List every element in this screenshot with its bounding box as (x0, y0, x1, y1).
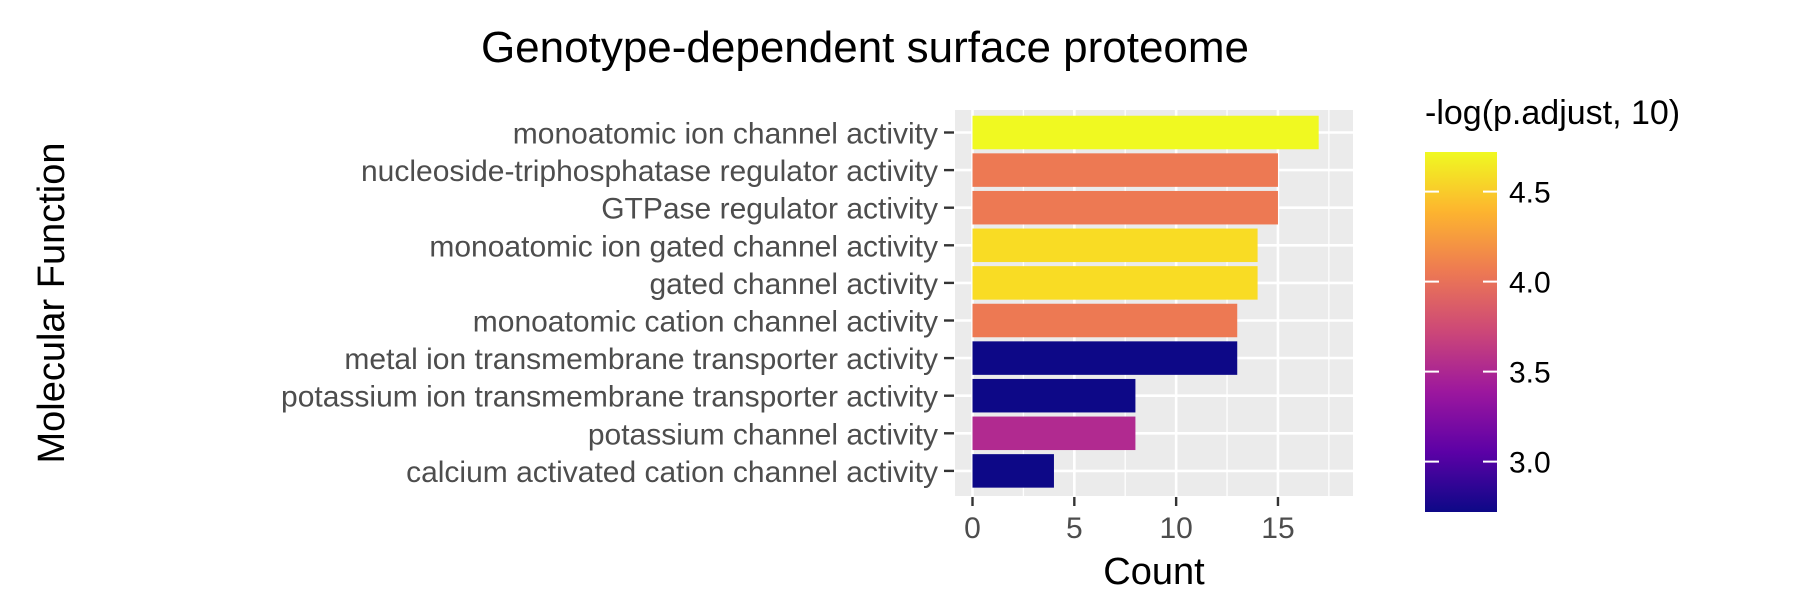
plot-panel (955, 110, 1353, 496)
chart-title: Genotype-dependent surface proteome (481, 23, 1249, 72)
category-label: monoatomic ion gated channel activity (429, 230, 938, 263)
bar (972, 454, 1054, 488)
color-legend: -log(p.adjust, 10) 3.0 3.5 4.0 4.5 (1425, 94, 1680, 512)
bar (972, 341, 1238, 375)
legend-tick-label: 4.0 (1509, 267, 1551, 300)
bar (972, 416, 1136, 451)
category-label: monoatomic cation channel activity (473, 306, 938, 339)
bar (972, 115, 1319, 150)
legend-title: -log(p.adjust, 10) (1425, 94, 1680, 132)
x-tick-label: 5 (1066, 512, 1083, 545)
legend-tick-label: 4.5 (1509, 177, 1551, 210)
legend-tick-label: 3.5 (1509, 357, 1551, 390)
y-axis-title: Molecular Function (31, 142, 73, 463)
category-axis: monoatomic ion channel activity nucleosid… (281, 118, 954, 489)
bar (972, 153, 1278, 187)
category-label: calcium activated cation channel activit… (406, 456, 938, 489)
legend-ticks: 3.0 3.5 4.0 4.5 (1425, 177, 1551, 480)
category-label: nucleoside-triphosphatase regulator acti… (361, 155, 938, 188)
bar (972, 303, 1238, 338)
category-label: potassium channel activity (588, 418, 938, 451)
category-label: gated channel activity (649, 268, 938, 301)
bar (972, 228, 1258, 263)
category-label: metal ion transmembrane transporter acti… (344, 343, 938, 376)
legend-colorbar (1425, 152, 1497, 512)
legend-tick-label: 3.0 (1509, 447, 1551, 480)
bar (972, 266, 1258, 300)
bar (972, 378, 1136, 413)
category-label: potassium ion transmembrane transporter … (281, 381, 938, 414)
x-axis-title: Count (1103, 551, 1205, 593)
category-label: monoatomic ion channel activity (513, 118, 938, 151)
x-tick-label: 10 (1159, 512, 1192, 545)
x-axis: 0 5 10 15 (964, 497, 1295, 545)
bar (972, 190, 1278, 225)
x-tick-label: 0 (964, 512, 981, 545)
category-label: GTPase regulator activity (601, 193, 938, 226)
bars (972, 115, 1319, 488)
x-tick-label: 15 (1261, 512, 1294, 545)
